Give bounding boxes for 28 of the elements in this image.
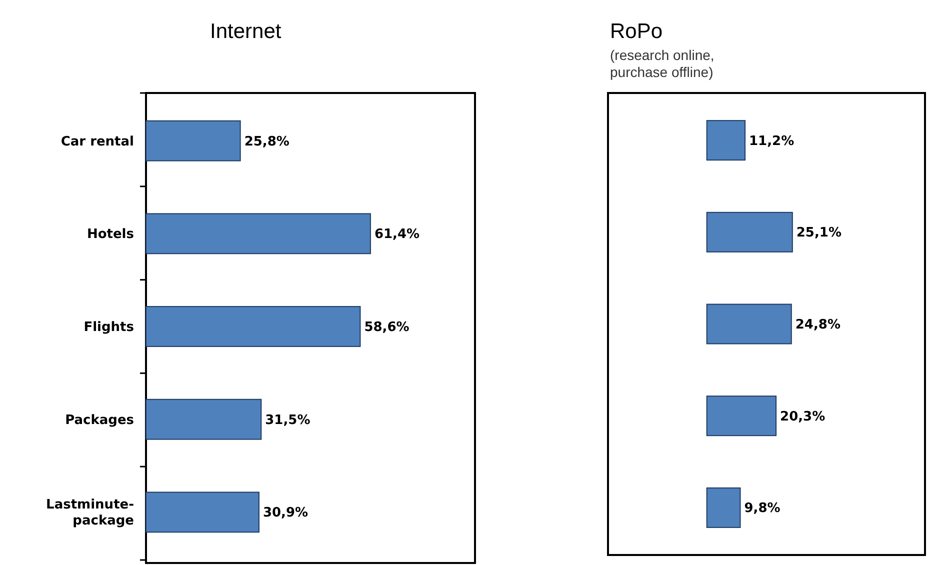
bar — [706, 304, 792, 344]
data-label: 24,8% — [795, 318, 840, 333]
bar — [706, 212, 793, 252]
data-label: 11,2% — [749, 134, 794, 149]
data-label: 58,6% — [364, 320, 410, 336]
chart-subtitle: (research online, purchase offline) — [610, 47, 714, 80]
bar — [146, 213, 371, 254]
y-tick-label: Hotels — [86, 227, 134, 242]
bar — [146, 398, 262, 440]
bar — [146, 492, 260, 533]
data-label: 20,3% — [780, 409, 826, 424]
y-tick-label: Packages — [65, 412, 134, 428]
bar — [706, 120, 746, 161]
chart-title: RoPo — [610, 20, 663, 43]
y-tick-label: Flights — [84, 320, 134, 336]
bar — [146, 120, 241, 162]
data-label: 31,5% — [265, 412, 310, 428]
data-label: 30,9% — [262, 506, 308, 521]
data-label: 61,4% — [374, 227, 420, 242]
data-label: 25,1% — [796, 226, 842, 241]
data-label: 9,8% — [744, 501, 780, 516]
data-label: 25,8% — [244, 134, 290, 150]
y-tick-label: Car rental — [60, 134, 134, 150]
bar — [146, 306, 361, 347]
bar — [706, 487, 741, 528]
y-tick-label: Lastminute-package — [46, 498, 134, 529]
bar — [706, 396, 777, 436]
chart-title: Internet — [210, 20, 282, 43]
